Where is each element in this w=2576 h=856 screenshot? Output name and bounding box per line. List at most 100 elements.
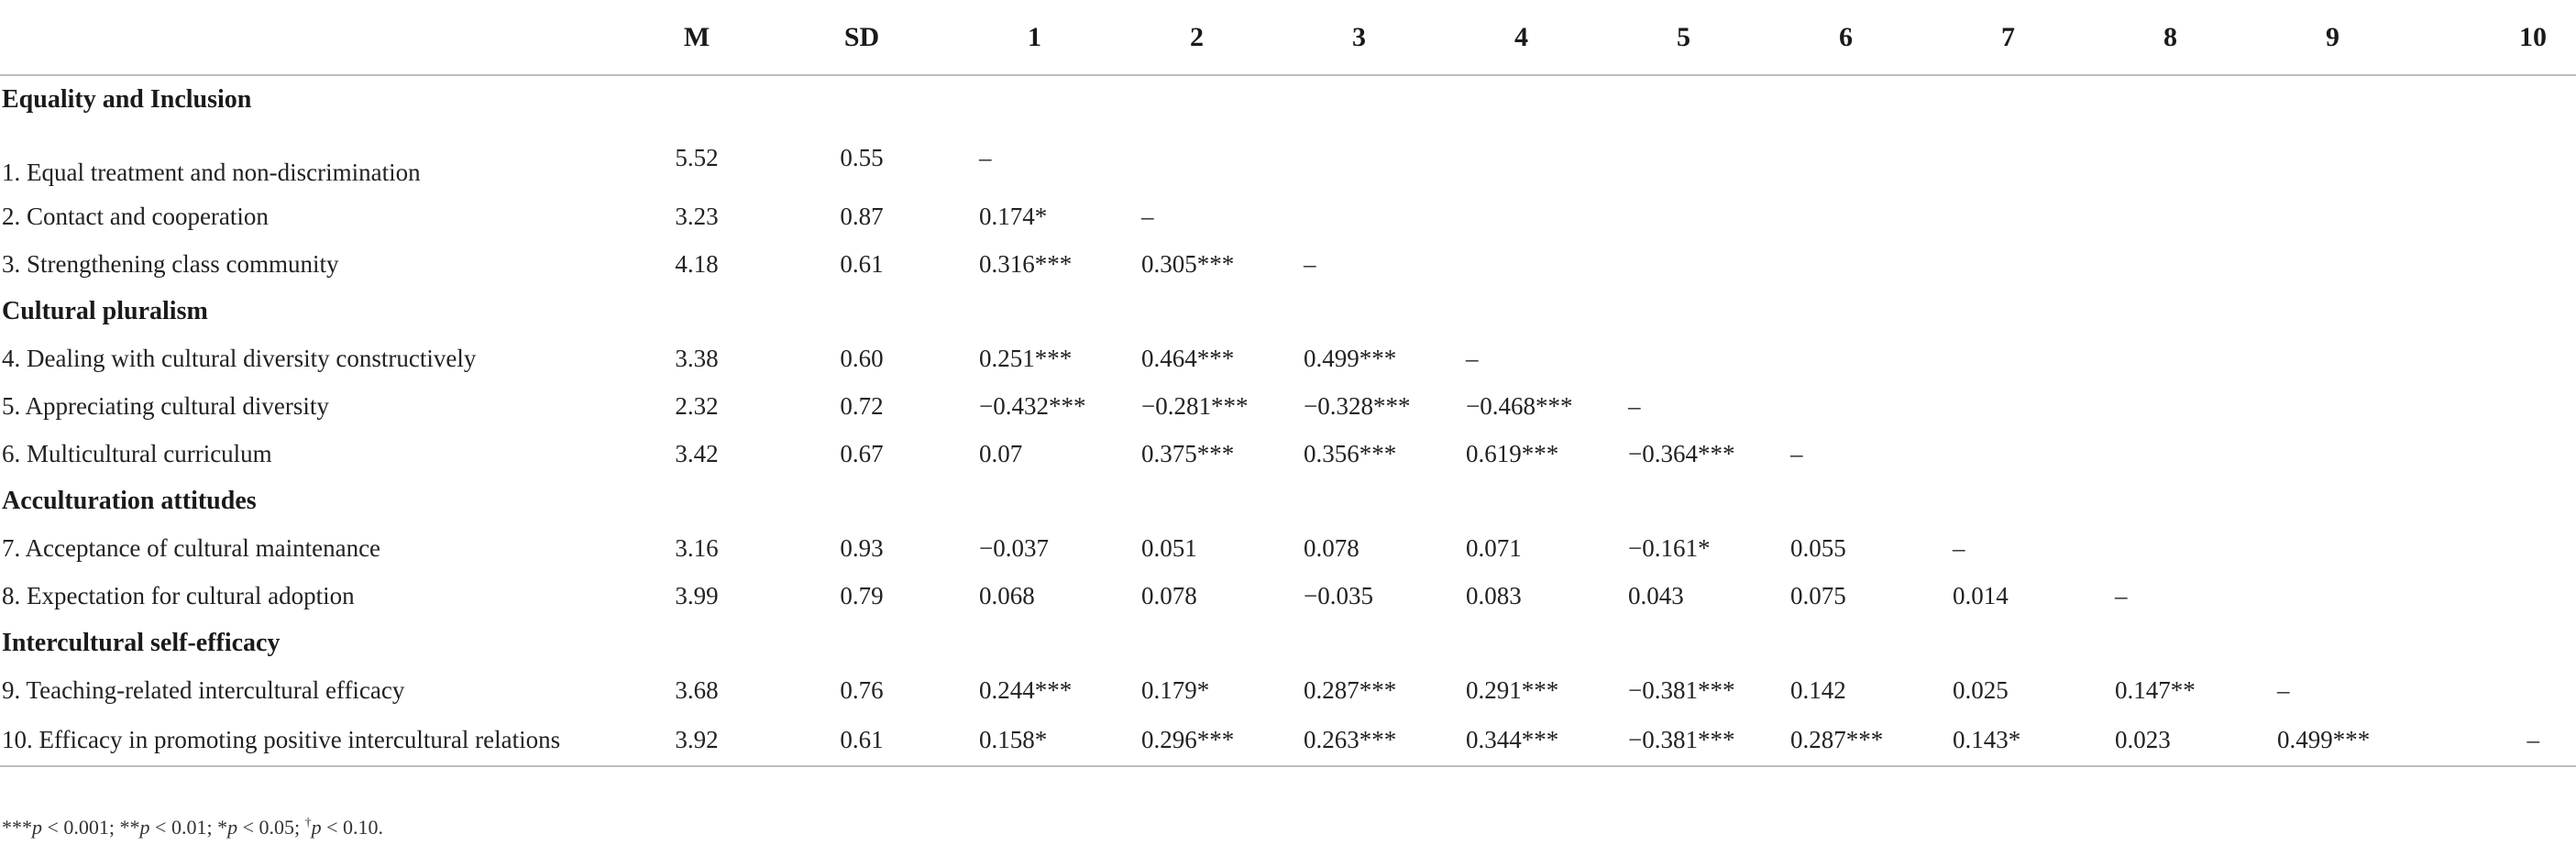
column-header-m: M: [623, 0, 770, 76]
sd-value: 0.87: [840, 202, 884, 230]
row-label: 9. Teaching-related intercultural effica…: [2, 675, 405, 704]
table-row: 4. Dealing with cultural diversity const…: [0, 335, 2576, 382]
row-label: 3. Strengthening class community: [2, 249, 339, 278]
correlation-cell: –: [1790, 439, 1803, 467]
correlation-cell: [2251, 240, 2414, 288]
column-header-label: [0, 0, 623, 76]
correlation-cell: [2089, 123, 2251, 192]
correlation-cell: 0.158*: [953, 714, 1116, 767]
section-header-row: Cultural pluralism: [0, 288, 2576, 335]
correlation-cell: −0.328***: [1304, 391, 1411, 420]
mean-value: 5.52: [675, 143, 719, 171]
table-header: M SD 1 2 3 4 5 6 7 8 9 10: [0, 0, 2576, 76]
sd-value: 0.60: [840, 344, 884, 372]
sd-value: 0.72: [840, 391, 884, 420]
sd-value: 0.61: [840, 249, 884, 278]
column-header-3: 3: [1278, 0, 1440, 76]
correlation-cell: 0.083: [1466, 581, 1522, 609]
correlation-cell: 0.356***: [1304, 439, 1397, 467]
correlation-table: M SD 1 2 3 4 5 6 7 8 9 10 Equality and Inclusion 1. …: [0, 0, 2576, 767]
correlation-cell: [1927, 430, 2089, 477]
correlation-cell: [2251, 192, 2414, 240]
correlation-cell: [1602, 123, 1765, 192]
correlation-cell: [1765, 123, 1927, 192]
correlation-cell: [2414, 524, 2576, 572]
correlation-cell: [2089, 430, 2251, 477]
mean-value: 4.18: [675, 249, 719, 278]
correlation-cell: 0.055: [1790, 533, 1846, 562]
table-row: 9. Teaching-related intercultural effica…: [0, 666, 2576, 714]
sd-value: 0.79: [840, 581, 884, 609]
footnote-p: p: [311, 816, 322, 839]
correlation-cell: −0.468***: [1466, 391, 1573, 420]
correlation-cell: [2414, 123, 2576, 192]
column-header-1: 1: [953, 0, 1116, 76]
correlation-cell: 0.075: [1790, 581, 1846, 609]
section-header-row: Acculturation attitudes: [0, 477, 2576, 524]
table-row: 3. Strengthening class community 4.18 0.61…: [0, 240, 2576, 288]
sd-value: 0.93: [840, 533, 884, 562]
column-header-9: 9: [2251, 0, 2414, 76]
footnote-symbol: †: [304, 816, 312, 830]
row-label: 10. Efficacy in promoting positive inter…: [0, 714, 623, 767]
correlation-cell: 0.296***: [1116, 714, 1278, 767]
correlation-cell: –: [1953, 533, 1965, 562]
correlation-cell: [2414, 572, 2576, 620]
correlation-cell: 0.251***: [979, 344, 1073, 372]
correlation-cell: [2251, 382, 2414, 430]
correlation-cell: 0.291***: [1466, 675, 1559, 704]
correlation-cell: −0.037: [979, 533, 1049, 562]
table-row: 1. Equal treatment and non-discriminatio…: [0, 123, 2576, 192]
correlation-cell: 0.143*: [1927, 714, 2089, 767]
significance-footnote: ***p < 0.001; **p < 0.01; *p < 0.05; †p …: [2, 816, 383, 840]
footnote-threshold: < 0.10.: [321, 816, 384, 839]
correlation-cell: 0.142: [1790, 675, 1846, 704]
correlation-cell: −0.381***: [1628, 675, 1735, 704]
row-label: 6. Multicultural curriculum: [2, 439, 272, 467]
footnote-symbol: ***: [2, 816, 32, 839]
section-title: Cultural pluralism: [2, 296, 208, 325]
correlation-cell: 0.316***: [979, 249, 1073, 278]
correlation-cell: −0.432***: [979, 391, 1086, 420]
column-header-sd: SD: [770, 0, 953, 76]
correlation-cell: [2251, 430, 2414, 477]
correlation-cell: –: [1304, 249, 1316, 278]
correlation-cell: [2089, 335, 2251, 382]
mean-value: 3.99: [675, 581, 719, 609]
correlation-cell: 0.179*: [1141, 675, 1210, 704]
correlation-cell: 0.375***: [1141, 439, 1235, 467]
row-label: 1. Equal treatment and non-discriminatio…: [2, 159, 421, 186]
correlation-cell: 0.07: [979, 439, 1023, 467]
correlation-cell: 0.025: [1953, 675, 2009, 704]
correlation-cell: 0.078: [1141, 581, 1197, 609]
correlation-cell: 0.071: [1466, 533, 1522, 562]
correlation-table-container: M SD 1 2 3 4 5 6 7 8 9 10 Equality and Inclusion 1. …: [0, 0, 2576, 767]
correlation-cell: [1440, 240, 1602, 288]
footnote-threshold: < 0.01;: [149, 816, 218, 839]
section-header-row: Equality and Inclusion: [0, 75, 2576, 123]
correlation-cell: [1927, 240, 2089, 288]
table-row: 10. Efficacy in promoting positive inter…: [0, 714, 2576, 767]
correlation-cell: [1765, 240, 1927, 288]
correlation-cell: 0.305***: [1141, 249, 1235, 278]
correlation-cell: [2251, 524, 2414, 572]
correlation-cell: [1927, 123, 2089, 192]
correlation-cell: [2089, 240, 2251, 288]
footnote-symbol: **: [119, 816, 140, 839]
footnote-symbol: *: [217, 816, 228, 839]
correlation-cell: [2251, 572, 2414, 620]
footnote-threshold: < 0.05;: [237, 816, 305, 839]
mean-value: 3.16: [675, 533, 719, 562]
mean-value: 3.38: [675, 344, 719, 372]
correlation-cell: 0.263***: [1278, 714, 1440, 767]
table-row: 8. Expectation for cultural adoption 3.99…: [0, 572, 2576, 620]
section-title: Equality and Inclusion: [2, 84, 252, 114]
correlation-cell: −0.161*: [1628, 533, 1711, 562]
row-label: 2. Contact and cooperation: [2, 202, 269, 230]
sd-value: 0.67: [840, 439, 884, 467]
correlation-cell: [2414, 240, 2576, 288]
footnote-p: p: [139, 816, 150, 839]
mean-value: 3.92: [623, 714, 770, 767]
correlation-cell: 0.014: [1953, 581, 2009, 609]
correlation-cell: –: [2115, 581, 2128, 609]
